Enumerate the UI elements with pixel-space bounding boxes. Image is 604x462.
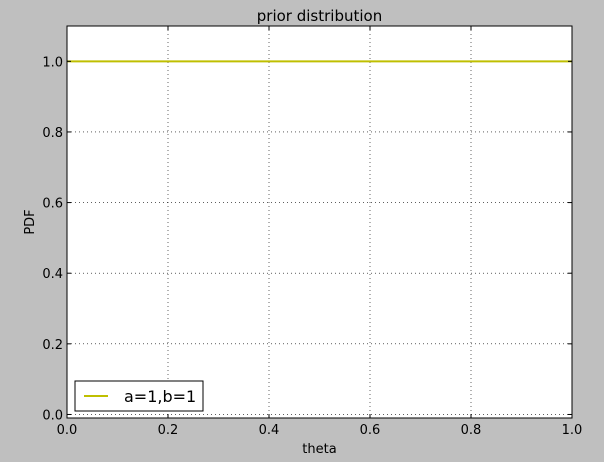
x-tick-label: 0.6 [360,423,381,438]
y-tick-label: 0.4 [42,267,63,282]
x-tick-label: 0.0 [57,423,78,438]
chart-title: prior distribution [257,7,382,25]
y-axis-label: PDF [23,209,38,234]
y-tick-label: 0.8 [42,126,63,141]
legend-label: a=1,b=1 [124,387,196,406]
y-tick-label: 1.0 [42,55,63,70]
plot-area [67,26,572,418]
x-tick-label: 0.8 [461,423,482,438]
y-tick-label: 0.2 [42,338,63,353]
y-tick-label: 0.6 [42,197,63,212]
legend: a=1,b=1 [75,381,203,411]
x-axis-label: theta [302,442,336,457]
y-tick-label: 0.0 [42,408,63,423]
x-tick-label: 0.4 [259,423,280,438]
x-tick-label: 0.2 [158,423,179,438]
x-tick-label: 1.0 [562,423,583,438]
